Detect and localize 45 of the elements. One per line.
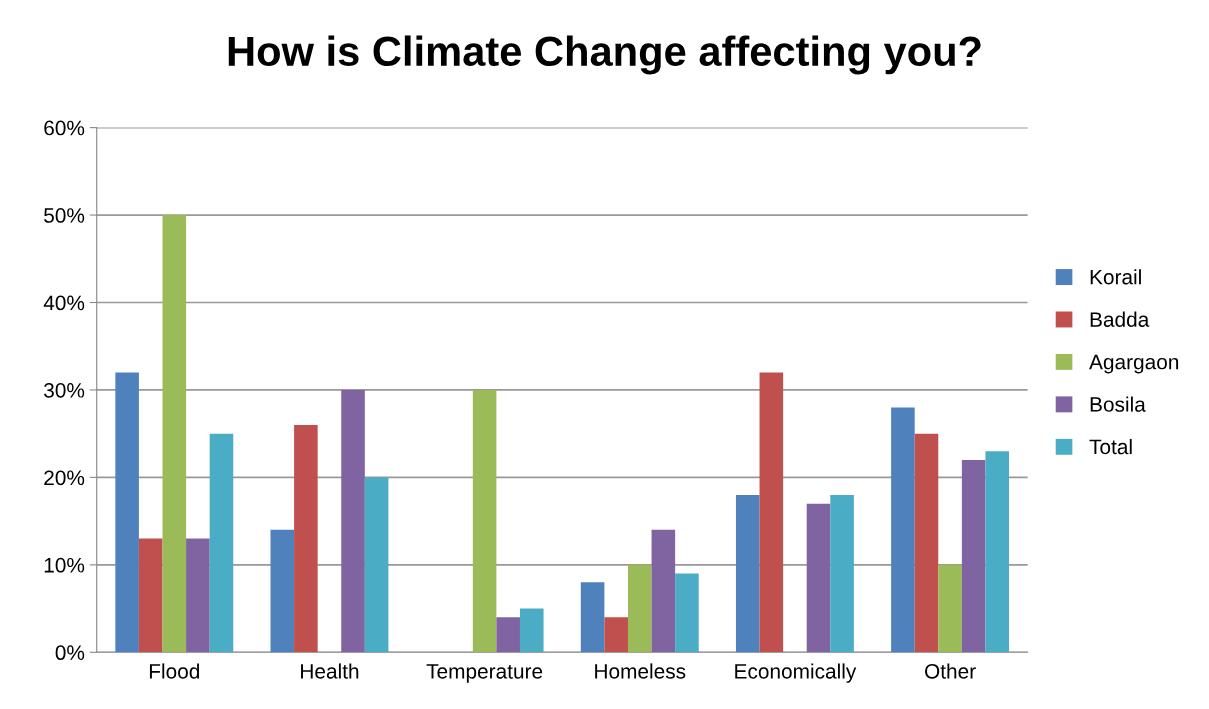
bar (364, 477, 389, 653)
bar (496, 617, 520, 653)
bar (985, 451, 1010, 653)
bar (604, 617, 628, 653)
x-tick-label: Economically (735, 663, 857, 683)
bar (830, 494, 854, 653)
bar (162, 215, 187, 653)
bar (627, 564, 652, 653)
bar (891, 407, 915, 653)
chart-title: How is Climate Change affecting you? (228, 35, 981, 75)
bar (580, 582, 605, 653)
bar (186, 538, 210, 653)
bar (270, 529, 295, 653)
x-tick-label: Homeless (595, 663, 686, 679)
x-tick-label: Temperature (426, 664, 543, 683)
bar (759, 372, 784, 653)
bar (294, 424, 318, 653)
legend-label: Total (1089, 438, 1132, 455)
y-tick-label: 10% (44, 557, 85, 573)
bar (209, 433, 234, 653)
legend-label: Korail (1090, 269, 1141, 285)
legend-label: Bosila (1090, 396, 1146, 412)
bar (735, 494, 760, 653)
y-tick-label: 60% (44, 120, 85, 136)
y-tick-label: 0% (55, 645, 85, 661)
bar (472, 389, 497, 653)
bar (914, 433, 939, 653)
bar (115, 372, 139, 653)
y-tick-label: 30% (44, 382, 85, 398)
x-tick-label: Other (925, 663, 976, 679)
bar (341, 389, 365, 653)
bar (138, 538, 163, 653)
bar (519, 608, 544, 653)
bar (651, 529, 676, 653)
y-tick-label: 50% (44, 208, 85, 223)
bar (961, 459, 986, 653)
bar (806, 503, 831, 653)
x-tick-label: Health (301, 663, 359, 679)
legend-label: Badda (1090, 311, 1150, 327)
y-tick-label: 40% (43, 295, 85, 311)
y-tick-label: 20% (44, 470, 85, 486)
bar (938, 564, 962, 653)
legend-label: Agargaon (1089, 354, 1179, 374)
bar (675, 573, 699, 653)
x-tick-label: Flood (149, 663, 200, 679)
